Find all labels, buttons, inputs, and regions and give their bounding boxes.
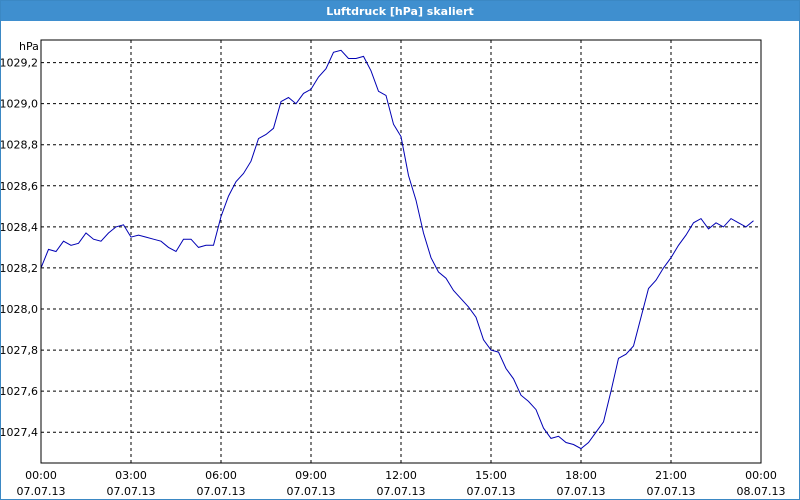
x-tick-date-label: 08.07.13 [737, 485, 786, 498]
x-tick-time-label: 18:00 [565, 469, 597, 482]
y-tick-label: 1028,2 [1, 262, 38, 275]
x-tick-date-label: 07.07.13 [197, 485, 246, 498]
y-tick-label: 1027,8 [1, 344, 38, 357]
y-tick-labels: 1027,4 1027,6 1027,8 1028,0 1028,2 1028,4 1028… [1, 57, 38, 440]
pressure-series-line [40, 49, 754, 450]
y-tick-label: 1028,8 [1, 139, 38, 152]
x-tick-date-label: 07.07.13 [17, 485, 66, 498]
x-tick-date-label: 07.07.13 [107, 485, 156, 498]
x-tick-time-label: 15:00 [475, 469, 507, 482]
x-tick-time-label: 00:00 [745, 469, 777, 482]
x-tick-date-label: 07.07.13 [287, 485, 336, 498]
y-tick-label: 1027,4 [1, 426, 38, 439]
x-tick-date-label: 07.07.13 [557, 485, 606, 498]
y-tick-label: 1027,6 [1, 385, 38, 398]
y-tick-label: 1028,6 [1, 180, 38, 193]
x-tick-date-label: 07.07.13 [467, 485, 516, 498]
chart-title: Luftdruck [hPa] skaliert [1, 1, 799, 21]
x-tick-time-label: 09:00 [295, 469, 327, 482]
x-tick-time-label: 12:00 [385, 469, 417, 482]
y-tick-label: 1028,0 [1, 303, 38, 316]
x-tick-labels: 00:00 07.07.13 03:00 07.07.13 06:00 07.07.13 0… [17, 469, 786, 498]
y-tick-label: 1029,2 [1, 57, 38, 70]
x-tick-time-label: 21:00 [655, 469, 687, 482]
y-tick-label: 1028,4 [1, 221, 38, 234]
plot-area-border [40, 39, 762, 464]
y-axis-unit-label: hPa [19, 40, 39, 53]
x-tick-date-label: 07.07.13 [647, 485, 696, 498]
x-tick-date-label: 07.07.13 [377, 485, 426, 498]
x-tick-time-label: 03:00 [115, 469, 147, 482]
x-tick-time-label: 06:00 [205, 469, 237, 482]
x-tick-time-label: 00:00 [25, 469, 57, 482]
grid [41, 40, 761, 463]
y-tick-label: 1029,0 [1, 98, 38, 111]
